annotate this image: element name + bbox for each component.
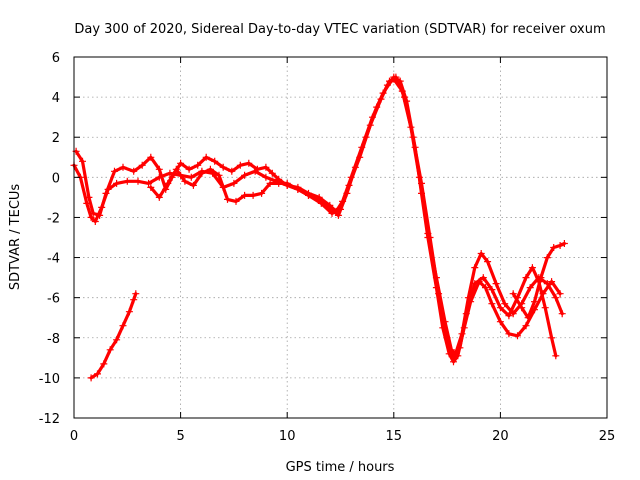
x-tick-label: 5 — [176, 429, 184, 444]
series-satellite-track-1 — [72, 75, 562, 364]
data-series — [70, 73, 568, 382]
plus-markers — [87, 290, 140, 382]
y-tick-label: 2 — [52, 131, 60, 146]
series-markers-satellite-track-4 — [509, 240, 568, 322]
grid — [74, 57, 607, 418]
plus-markers — [70, 73, 564, 366]
x-tick-label: 25 — [599, 429, 616, 444]
plus-markers — [147, 73, 560, 362]
plus-markers — [509, 240, 568, 322]
series-markers-satellite-track-5 — [87, 290, 140, 382]
y-tick-label: -4 — [47, 252, 60, 267]
y-tick-label: 4 — [52, 91, 60, 106]
plot-frame — [73, 56, 608, 419]
y-tick-label: -8 — [47, 332, 60, 347]
axes: 0 5 10 15 20 25 -12 -10 -8 -6 -4 -2 0 2 4 6 — [39, 51, 616, 444]
y-tick-label: -12 — [39, 412, 60, 427]
y-tick-label: -10 — [39, 372, 60, 387]
series-satellite-track-2 — [74, 77, 564, 356]
x-axis-label: GPS time / hours — [286, 460, 395, 475]
x-tick-label: 10 — [279, 429, 296, 444]
y-axis-label: SDTVAR / TECUs — [8, 184, 23, 291]
series-markers-satellite-track-1 — [70, 73, 564, 366]
y-tick-label: 0 — [52, 171, 60, 186]
x-tick-label: 15 — [386, 429, 403, 444]
series-satellite-track-5 — [89, 292, 138, 380]
y-tick-label: 6 — [52, 51, 60, 66]
y-tick-label: -6 — [47, 292, 60, 307]
chart-title: Day 300 of 2020, Sidereal Day-to-day VTE… — [74, 22, 605, 37]
x-tick-label: 0 — [70, 429, 78, 444]
series-markers-satellite-track-2 — [72, 75, 566, 358]
x-tick-label: 20 — [492, 429, 509, 444]
plus-markers — [72, 75, 566, 358]
series-satellite-track-4 — [511, 241, 567, 320]
series-markers-satellite-track-3 — [147, 73, 560, 362]
y-tick-label: -2 — [47, 211, 60, 226]
